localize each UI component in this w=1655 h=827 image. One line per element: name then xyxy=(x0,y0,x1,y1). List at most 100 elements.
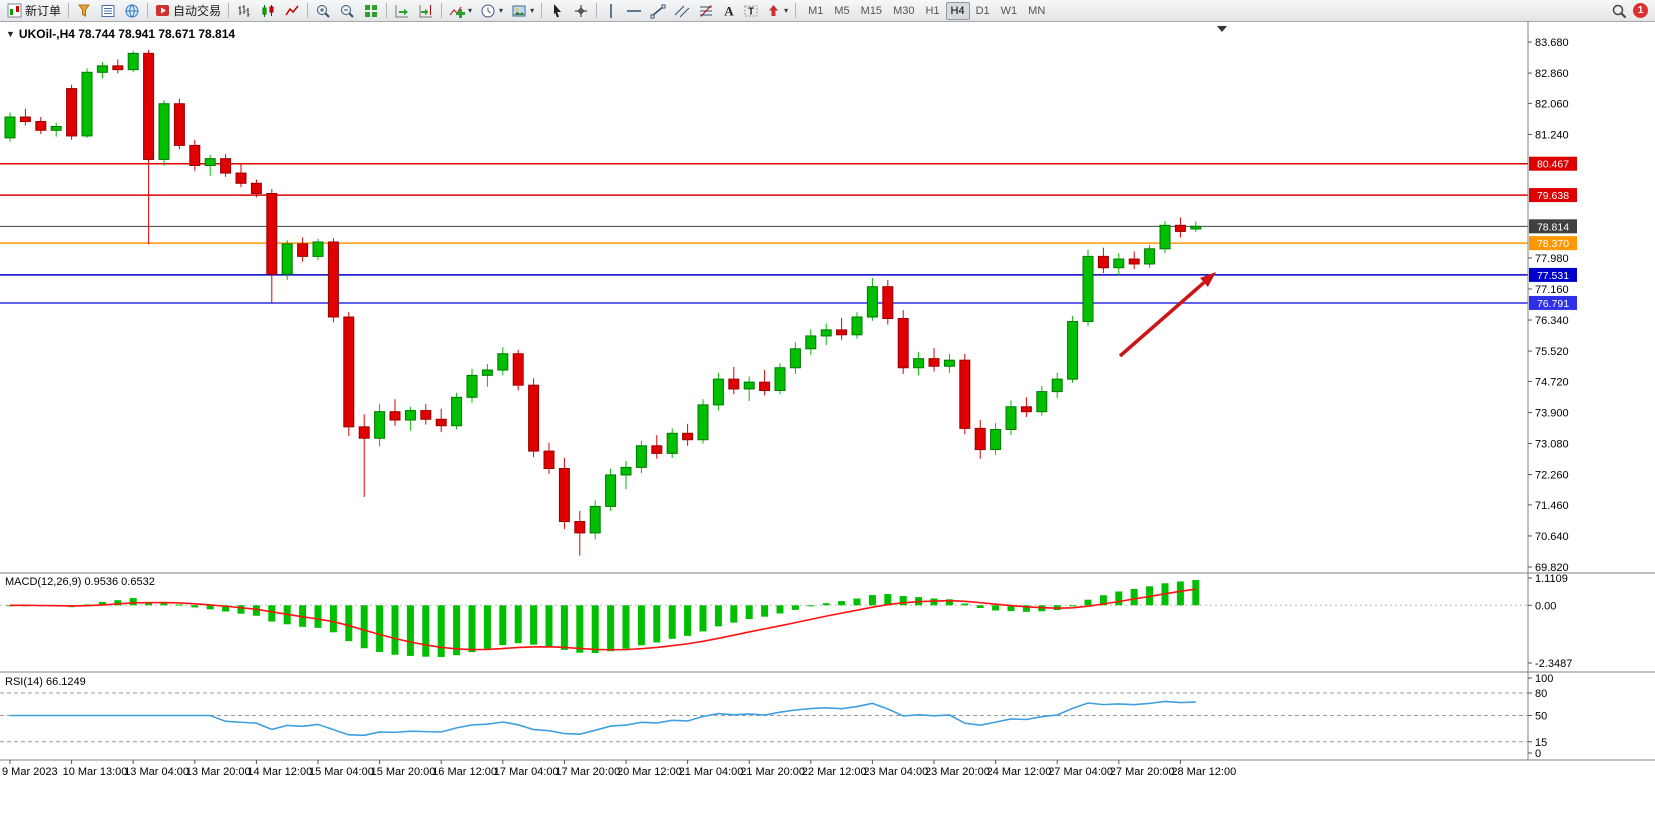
macd-histogram-bar xyxy=(807,605,815,607)
macd-histogram-bar xyxy=(884,594,892,606)
arrows-button[interactable]: ▾ xyxy=(762,1,792,21)
toolbar-separator xyxy=(596,3,598,18)
fibonacci-button[interactable] xyxy=(694,1,718,21)
zoom-out-button[interactable] xyxy=(335,1,359,21)
macd-signal-line xyxy=(9,588,1196,651)
timeframe-group: M1 M5 M15 M30 H1 H4 D1 W1 MN xyxy=(803,1,1050,20)
macd-histogram-bar xyxy=(191,605,199,608)
cursor-button[interactable] xyxy=(545,1,569,21)
periods-button[interactable]: ▾ xyxy=(476,1,507,21)
horizontal-line-button[interactable] xyxy=(622,1,646,21)
macd-scale-label: -2.3487 xyxy=(1535,658,1572,670)
chart-menu-triangle-icon[interactable]: ▼ xyxy=(6,29,15,39)
support-price-label-box xyxy=(1529,295,1577,310)
macd-histogram-bar xyxy=(761,605,769,617)
timeframe-button-d1[interactable]: D1 xyxy=(975,4,990,17)
resistance-price-label-box xyxy=(1529,188,1577,203)
macd-histogram-bar xyxy=(252,605,260,616)
chart-shift-marker-icon[interactable] xyxy=(1217,26,1227,32)
macd-histogram-bar xyxy=(314,605,322,628)
candle xyxy=(1174,224,1186,232)
templates-icon xyxy=(512,5,526,16)
macd-histogram-bar xyxy=(1130,588,1138,606)
navigator-button[interactable] xyxy=(120,1,144,21)
candle xyxy=(728,378,740,390)
candle xyxy=(666,432,678,454)
text-button[interactable]: A xyxy=(718,1,740,21)
timeframe-button-w1[interactable]: W1 xyxy=(1000,4,1018,17)
auto-trading-button[interactable]: 自动交易 xyxy=(151,1,225,21)
tile-windows-button[interactable] xyxy=(359,1,383,21)
timeframe-button-m5[interactable]: M5 xyxy=(834,4,850,17)
chevron-down-icon: ▾ xyxy=(499,5,504,15)
crosshair-button[interactable] xyxy=(569,1,593,21)
new-order-button[interactable]: 新订单 xyxy=(3,1,65,21)
channel-button[interactable] xyxy=(670,1,694,21)
line-chart-icon xyxy=(285,5,299,15)
current-price-price-label: 78.814 xyxy=(1537,221,1569,233)
timeframe-button-h4[interactable]: H4 xyxy=(945,1,970,20)
tile-windows-icon xyxy=(365,4,378,17)
trend-arrow-annotation[interactable] xyxy=(1118,281,1206,358)
candle xyxy=(959,359,971,429)
timeframe-button-m30[interactable]: M30 xyxy=(893,4,915,17)
price-tick-label: 77.160 xyxy=(1535,284,1569,296)
time-axis-label: 13 Mar 20:00 xyxy=(186,766,251,778)
candle xyxy=(512,353,524,386)
price-tick-label: 83.680 xyxy=(1535,37,1569,49)
price-tick-label: 74.720 xyxy=(1535,376,1569,388)
toolbar-separator xyxy=(228,3,230,18)
toolbar-separator xyxy=(386,3,388,18)
text-label-button[interactable]: T xyxy=(740,1,762,21)
macd-histogram-bar xyxy=(838,601,846,606)
candlestick-chart-button[interactable] xyxy=(256,1,280,21)
time-axis-label: 28 Mar 12:00 xyxy=(1171,766,1236,778)
channel-icon xyxy=(674,5,690,17)
vertical-line-button[interactable] xyxy=(600,1,622,21)
timeframe-button-h1[interactable]: H1 xyxy=(925,4,940,17)
timeframe-button-mn[interactable]: MN xyxy=(1028,4,1046,17)
market-watch-button[interactable] xyxy=(72,1,96,21)
candle xyxy=(558,468,570,523)
auto-scroll-icon xyxy=(395,4,409,17)
bar-chart-icon xyxy=(238,4,250,17)
candle xyxy=(759,381,771,391)
chart-shift-button[interactable] xyxy=(414,1,438,21)
macd-histogram-bar xyxy=(1022,605,1030,612)
candle xyxy=(589,505,601,534)
chart-title: ▼ UKOil-,H4 78.744 78.941 78.671 78.814 xyxy=(6,27,235,41)
macd-histogram-bar xyxy=(483,605,491,649)
indicators-button[interactable]: ▾ xyxy=(445,1,476,21)
fibonacci-icon xyxy=(700,4,713,17)
clock-icon xyxy=(481,4,495,17)
candle xyxy=(712,378,724,406)
chart-canvas[interactable]: 83.680 82.860 82.060 81.240 77.980 77.160 76.3… xyxy=(0,22,1655,827)
chart-title-text: UKOil-,H4 78.744 78.941 78.671 78.814 xyxy=(18,27,236,41)
macd-histogram-bar xyxy=(976,605,984,609)
time-axis-label: 27 Mar 04:00 xyxy=(1048,766,1113,778)
macd-histogram-bar xyxy=(499,605,507,646)
trendline-button[interactable] xyxy=(646,1,670,21)
timeframe-button-m1[interactable]: M1 xyxy=(808,4,824,17)
chevron-down-icon: ▾ xyxy=(530,5,535,15)
templates-button[interactable]: ▾ xyxy=(507,1,538,21)
candle xyxy=(1051,378,1063,393)
bar-chart-button[interactable] xyxy=(232,1,256,21)
candle xyxy=(297,243,309,257)
zoom-in-button[interactable] xyxy=(311,1,335,21)
candle xyxy=(1082,255,1094,323)
search-icon[interactable] xyxy=(1611,3,1627,19)
auto-scroll-button[interactable] xyxy=(390,1,414,21)
candle xyxy=(66,88,78,137)
rsi-scale-label: 80 xyxy=(1535,688,1547,700)
notification-badge[interactable]: 1 xyxy=(1633,3,1648,18)
macd-histogram-bar xyxy=(668,605,676,639)
time-axis-label: 17 Mar 04:00 xyxy=(494,766,559,778)
candle xyxy=(158,103,170,160)
macd-histogram-bar xyxy=(268,605,276,622)
timeframe-button-m15[interactable]: M15 xyxy=(860,4,883,17)
data-window-button[interactable] xyxy=(96,1,120,21)
zoom-out-icon xyxy=(341,4,354,18)
auto-trading-label: 自动交易 xyxy=(173,4,222,18)
line-chart-button[interactable] xyxy=(280,1,304,21)
